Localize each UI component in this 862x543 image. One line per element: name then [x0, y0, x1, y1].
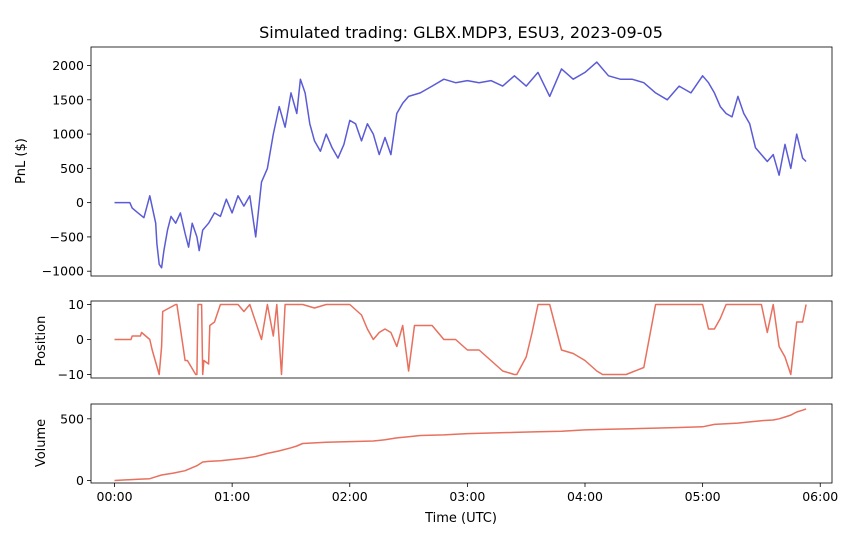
position-axes-frame — [90, 300, 833, 379]
volume-y-tick-label: 500 — [60, 411, 84, 426]
pnl-series-line — [114, 61, 807, 269]
volume-x-tick-label: 03:00 — [449, 489, 485, 504]
position-series-line — [114, 303, 807, 376]
pnl-y-tick-label: 1000 — [52, 127, 84, 142]
pnl-y-tick-label: −1000 — [42, 264, 84, 279]
position-panel: −10 0 10 — [58, 297, 833, 382]
volume-x-tick-label: 05:00 — [685, 489, 721, 504]
volume-x-tick-label: 01:00 — [214, 489, 250, 504]
volume-y-axis-label: Volume — [34, 419, 49, 467]
pnl-y-tick-label: 500 — [60, 161, 84, 176]
volume-panel: 0 500 00:00 01:00 02:00 03:00 04:00 05:00 06:00 — [60, 403, 838, 504]
pnl-y-axis-label: PnL ($) — [14, 138, 29, 184]
chart-title: Simulated trading: GLBX.MDP3, ESU3, 2023… — [259, 23, 663, 42]
volume-axes-frame — [90, 403, 833, 484]
x-axis-label: Time (UTC) — [424, 511, 497, 526]
position-y-axis-label: Position — [34, 316, 49, 367]
volume-series-line — [114, 408, 807, 482]
pnl-y-tick-label: 2000 — [52, 58, 84, 73]
volume-x-tick-label: 04:00 — [567, 489, 603, 504]
volume-x-tick-label: 00:00 — [97, 489, 133, 504]
pnl-y-tick-label: 0 — [76, 195, 84, 210]
pnl-y-tick-label: −500 — [50, 229, 84, 244]
position-y-tick-label: 0 — [76, 332, 84, 347]
pnl-y-tick-label: 1500 — [52, 92, 84, 107]
volume-x-tick-label: 02:00 — [332, 489, 368, 504]
volume-x-tick-label: 06:00 — [802, 489, 838, 504]
pnl-axes-frame — [90, 46, 833, 277]
position-y-tick-label: −10 — [58, 367, 84, 382]
pnl-panel: −1000 −500 0 500 1000 1500 2000 — [42, 46, 833, 279]
position-y-tick-label: 10 — [68, 297, 84, 312]
volume-y-tick-label: 0 — [76, 473, 84, 488]
